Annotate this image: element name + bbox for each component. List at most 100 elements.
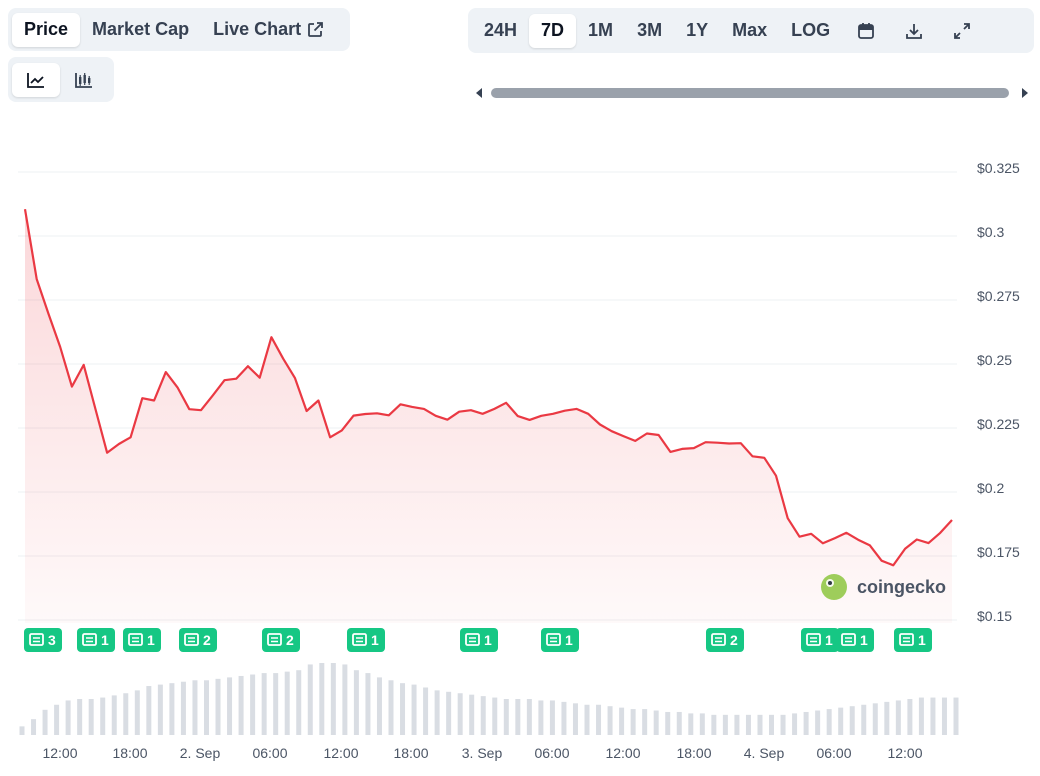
volume-bar: [515, 699, 521, 735]
log-scale-button[interactable]: LOG: [779, 14, 842, 48]
scrollbar-thumb[interactable]: [491, 88, 1009, 98]
download-button[interactable]: [890, 14, 938, 48]
x-axis-labels: 12:00 18:00 2. Sep 06:00 12:00 18:00 3. Sep 06:…: [42, 745, 922, 761]
newspaper-icon: [184, 633, 199, 646]
volume-bar: [688, 713, 694, 735]
volume-bar: [757, 714, 763, 735]
newspaper-icon: [899, 633, 914, 646]
chart-view-tabs: [8, 57, 114, 102]
news-marker[interactable]: 1: [347, 628, 385, 652]
range-1m-button[interactable]: 1M: [576, 14, 625, 48]
price-area: [25, 209, 952, 623]
scroll-left-arrow-icon[interactable]: [476, 88, 482, 98]
news-marker[interactable]: 1: [123, 628, 161, 652]
chart-type-tabs: Price Market Cap Live Chart: [8, 8, 350, 51]
volume-bar: [19, 726, 25, 735]
x-tick-label: 2. Sep: [180, 745, 221, 761]
candlestick-view-button[interactable]: [60, 63, 108, 97]
x-tick-label: 18:00: [112, 745, 147, 761]
volume-bar: [526, 699, 532, 735]
range-3m-button[interactable]: 3M: [625, 14, 674, 48]
volume-bar: [838, 707, 844, 735]
volume-bar: [273, 673, 279, 735]
volume-bar: [953, 697, 959, 735]
news-marker[interactable]: 1: [801, 628, 839, 652]
range-7d-button[interactable]: 7D: [529, 13, 577, 48]
range-24h-label: 24H: [484, 20, 518, 40]
volume-bar: [376, 677, 382, 735]
news-count: 1: [825, 632, 833, 648]
range-max-label: Max: [732, 20, 768, 40]
newspaper-icon: [29, 633, 44, 646]
news-count: 1: [147, 632, 155, 648]
range-max-button[interactable]: Max: [720, 14, 779, 48]
news-marker[interactable]: 2: [179, 628, 217, 652]
fullscreen-button[interactable]: [938, 14, 986, 48]
volume-bar: [446, 691, 452, 735]
log-scale-label: LOG: [791, 20, 831, 40]
newspaper-icon: [352, 633, 367, 646]
tab-market-cap[interactable]: Market Cap: [80, 13, 201, 47]
calendar-button[interactable]: [842, 14, 890, 48]
volume-bar: [180, 681, 186, 735]
volume-bar: [54, 704, 60, 735]
volume-bar: [630, 709, 636, 735]
y-tick-label: $0.2: [977, 480, 1004, 496]
coingecko-logo-icon: [821, 574, 847, 600]
tab-live-chart[interactable]: Live Chart: [201, 13, 336, 47]
volume-bar: [745, 714, 751, 735]
volume-bar: [353, 670, 359, 735]
news-count: 1: [484, 632, 492, 648]
volume-bar: [538, 700, 544, 735]
news-marker[interactable]: 1: [894, 628, 932, 652]
volume-bar: [930, 697, 936, 735]
volume-bar: [365, 673, 371, 735]
newspaper-icon: [128, 633, 143, 646]
external-link-icon: [308, 21, 324, 37]
line-view-button[interactable]: [12, 62, 60, 97]
scroll-right-arrow-icon[interactable]: [1022, 88, 1028, 98]
news-marker[interactable]: 1: [836, 628, 874, 652]
volume-bar: [676, 711, 682, 735]
tab-price[interactable]: Price: [12, 12, 81, 47]
news-marker[interactable]: 2: [706, 628, 744, 652]
volume-bar: [388, 680, 394, 735]
x-tick-label: 06:00: [252, 745, 287, 761]
volume-bar: [157, 684, 163, 735]
volume-bar: [665, 711, 671, 735]
volume-bar: [123, 693, 129, 735]
volume-bar: [400, 683, 406, 735]
news-count: 1: [371, 632, 379, 648]
chart-navigator-scrollbar[interactable]: [474, 84, 1030, 102]
news-count: 2: [286, 632, 294, 648]
x-tick-label: 06:00: [534, 745, 569, 761]
time-range-tabs: 24H 7D 1M 3M 1Y Max LOG: [468, 8, 1034, 53]
news-marker[interactable]: 1: [460, 628, 498, 652]
volume-bar: [238, 675, 244, 735]
news-count: 3: [48, 632, 56, 648]
newspaper-icon: [465, 633, 480, 646]
volume-bar: [261, 673, 267, 735]
calendar-icon: [858, 22, 875, 39]
volume-bar: [711, 714, 717, 735]
volume-bar: [503, 699, 509, 735]
volume-bar: [722, 714, 728, 735]
range-1y-button[interactable]: 1Y: [674, 14, 720, 48]
volume-bar: [296, 670, 302, 735]
volume-bar: [411, 684, 417, 735]
candlestick-chart-icon: [75, 72, 92, 88]
y-tick-label: $0.3: [977, 224, 1004, 240]
newspaper-icon: [711, 633, 726, 646]
newspaper-icon: [82, 633, 97, 646]
news-marker[interactable]: 3: [24, 628, 62, 652]
volume-bar: [769, 714, 775, 735]
news-marker[interactable]: 2: [262, 628, 300, 652]
volume-bar: [423, 687, 429, 735]
news-marker[interactable]: 1: [77, 628, 115, 652]
volume-bar: [342, 664, 348, 735]
y-tick-label: $0.225: [977, 416, 1020, 432]
volume-bar: [561, 701, 567, 735]
range-24h-button[interactable]: 24H: [472, 14, 529, 48]
news-marker[interactable]: 1: [541, 628, 579, 652]
